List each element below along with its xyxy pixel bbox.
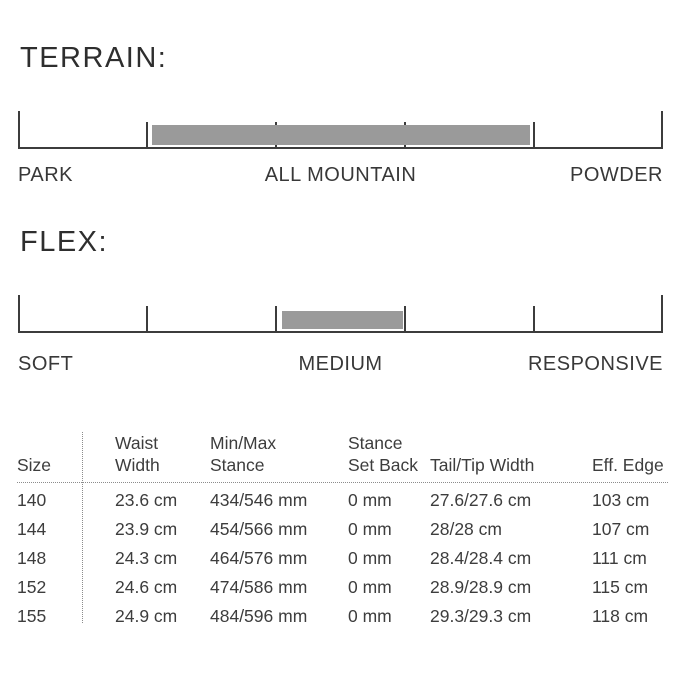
cell-size: 144: [17, 519, 47, 539]
cell-tailtip: 28.9/28.9 cm: [430, 577, 532, 597]
tick-mark: [146, 122, 148, 149]
header-line: Tail/Tip Width: [430, 454, 535, 475]
cell-setback: 0 mm: [348, 548, 392, 568]
terrain-range-bar: [152, 125, 531, 145]
table-row: 140 23.6 cm 434/546 mm 0 mm 27.6/27.6 cm…: [17, 486, 668, 515]
cell-waist: 24.9 cm: [115, 606, 178, 626]
cell-stance: 474/586 mm: [210, 577, 308, 597]
flex-label-responsive: RESPONSIVE: [527, 353, 663, 375]
tick-mark: [18, 295, 20, 333]
flex-label-medium: MEDIUM: [298, 353, 383, 375]
cell-waist: 24.6 cm: [115, 577, 178, 597]
tick-mark: [18, 111, 20, 149]
flex-range-bar: [281, 311, 404, 329]
cell-setback: 0 mm: [348, 519, 392, 539]
table-body: 140 23.6 cm 434/546 mm 0 mm 27.6/27.6 cm…: [17, 483, 668, 631]
cell-tailtip: 29.3/29.3 cm: [430, 606, 532, 626]
col-header-min-max-stance: Min/Max Stance: [210, 433, 348, 476]
terrain-section-title: TERRAIN:: [20, 42, 168, 74]
col-header-waist-width: Waist Width: [115, 433, 210, 476]
cell-tailtip: 28.4/28.4 cm: [430, 548, 532, 568]
flex-section-title: FLEX:: [20, 226, 109, 258]
cell-stance: 484/596 mm: [210, 606, 308, 626]
cell-stance: 434/546 mm: [210, 490, 308, 510]
header-line: Eff. Edge: [592, 454, 664, 475]
header-line: Stance: [210, 454, 265, 475]
table-row: 148 24.3 cm 464/576 mm 0 mm 28.4/28.4 cm…: [17, 544, 668, 573]
cell-edge: 107 cm: [592, 519, 650, 539]
col-header-eff-edge: Eff. Edge: [592, 455, 668, 476]
cell-stance: 454/566 mm: [210, 519, 308, 539]
table-row: 144 23.9 cm 454/566 mm 0 mm 28/28 cm 107…: [17, 515, 668, 544]
col-header-size: Size: [17, 455, 115, 476]
header-line: Size: [17, 454, 52, 475]
table-header-row: Size Waist Width Min/Max Stance Stance S…: [17, 430, 668, 483]
cell-edge: 111 cm: [592, 548, 647, 568]
tick-mark: [661, 295, 663, 333]
tick-mark: [146, 306, 148, 333]
tick-mark: [533, 306, 535, 333]
cell-waist: 23.9 cm: [115, 519, 178, 539]
cell-edge: 118 cm: [592, 606, 649, 626]
header-line: Set Back: [348, 454, 419, 475]
tick-mark: [275, 306, 277, 333]
cell-setback: 0 mm: [348, 577, 392, 597]
terrain-gauge: [18, 111, 663, 149]
terrain-label-park: PARK: [18, 164, 73, 186]
tick-mark: [533, 122, 535, 149]
table-row: 155 24.9 cm 484/596 mm 0 mm 29.3/29.3 cm…: [17, 602, 668, 631]
header-line: Min/Max: [210, 433, 277, 454]
cell-size: 148: [17, 548, 47, 568]
cell-edge: 103 cm: [592, 490, 650, 510]
tick-mark: [661, 111, 663, 149]
col-header-stance-set-back: Stance Set Back: [348, 433, 430, 476]
cell-tailtip: 28/28 cm: [430, 519, 502, 539]
flex-axis-line: [18, 331, 663, 333]
cell-size: 155: [17, 606, 47, 626]
terrain-axis-line: [18, 147, 663, 149]
cell-stance: 464/576 mm: [210, 548, 308, 568]
table-vertical-divider: [82, 432, 83, 623]
cell-edge: 115 cm: [592, 577, 649, 597]
terrain-label-all-mountain: ALL MOUNTAIN: [264, 164, 417, 186]
size-spec-table: Size Waist Width Min/Max Stance Stance S…: [17, 430, 668, 631]
flex-label-soft: SOFT: [18, 353, 74, 375]
cell-size: 152: [17, 577, 47, 597]
flex-gauge: [18, 295, 663, 333]
header-line: Waist: [115, 433, 159, 454]
col-header-tail-tip-width: Tail/Tip Width: [430, 455, 592, 476]
cell-tailtip: 27.6/27.6 cm: [430, 490, 532, 510]
tick-mark: [404, 306, 406, 333]
flex-gauge-labels: SOFT MEDIUM RESPONSIVE: [18, 353, 663, 377]
cell-setback: 0 mm: [348, 490, 392, 510]
cell-waist: 23.6 cm: [115, 490, 178, 510]
cell-size: 140: [17, 490, 47, 510]
cell-setback: 0 mm: [348, 606, 392, 626]
terrain-label-powder: POWDER: [570, 164, 663, 186]
header-line: Stance: [348, 433, 403, 454]
terrain-gauge-labels: PARK ALL MOUNTAIN POWDER: [18, 164, 663, 188]
header-line: Width: [115, 454, 160, 475]
cell-waist: 24.3 cm: [115, 548, 178, 568]
table-row: 152 24.6 cm 474/586 mm 0 mm 28.9/28.9 cm…: [17, 573, 668, 602]
